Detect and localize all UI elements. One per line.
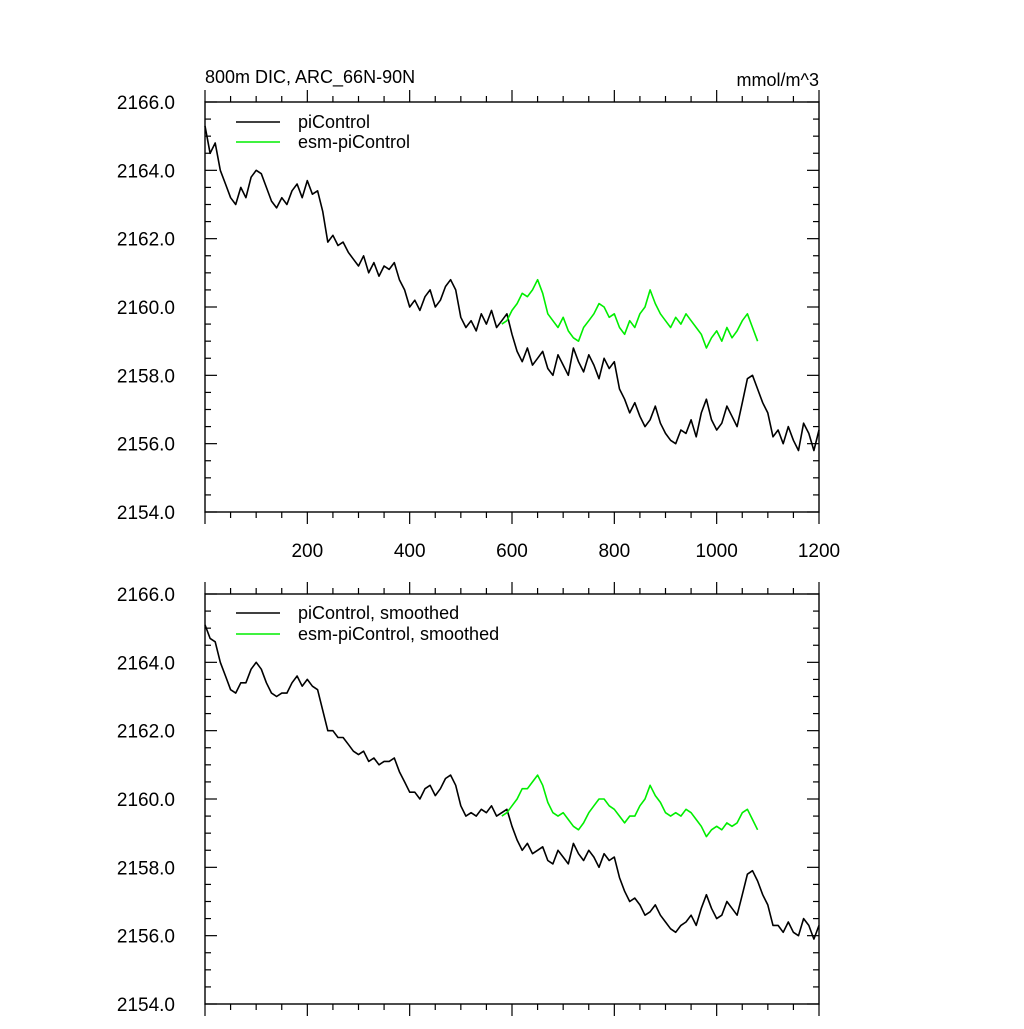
legend-label-esm-picontrol: esm-piControl <box>298 132 410 152</box>
y-tick-label: 2158.0 <box>117 858 175 879</box>
bottom-series-layer <box>204 624 820 940</box>
y-tick-label: 2154.0 <box>117 503 175 524</box>
y-tick-label: 2156.0 <box>117 435 175 456</box>
x-tick-label: 600 <box>496 541 528 562</box>
top-legend: piControl esm-piControl <box>236 112 410 152</box>
y-tick-label: 2158.0 <box>117 366 175 387</box>
x-tick-label: 800 <box>598 541 630 562</box>
legend-label-esm-picontrol-smoothed: esm-piControl, smoothed <box>298 624 499 644</box>
units-label: mmol/m^3 <box>737 70 819 90</box>
y-tick-label: 2164.0 <box>117 161 175 182</box>
x-tick-label: 200 <box>291 541 323 562</box>
bottom-legend: piControl, smoothed esm-piControl, smoot… <box>236 603 499 644</box>
bottom-axis-ticks: 2154.0 2156.0 2158.0 2160.0 2162.0 2164.0 2166… <box>117 582 820 1016</box>
series-line-picontrol-smoothed <box>204 624 820 940</box>
x-tick-label: 400 <box>394 541 426 562</box>
y-tick-label: 2154.0 <box>117 995 175 1016</box>
chart-title: 800m DIC, ARC_66N-90N <box>205 67 415 88</box>
bottom-panel: 2154.0 2156.0 2158.0 2160.0 2162.0 2164.0 2166… <box>117 582 820 1016</box>
top-series-layer <box>204 125 820 452</box>
y-tick-label: 2162.0 <box>117 722 175 743</box>
legend-label-picontrol-smoothed: piControl, smoothed <box>298 603 459 623</box>
bottom-plot-frame <box>204 593 820 1005</box>
top-panel: 800m DIC, ARC_66N-90N mmol/m^3 2154.0215… <box>117 67 840 562</box>
top-plot-frame <box>204 101 820 513</box>
y-tick-label: 2160.0 <box>117 790 175 811</box>
series-line-esm-picontrol-smoothed <box>501 774 759 838</box>
y-tick-label: 2160.0 <box>117 298 175 319</box>
series-line-picontrol <box>204 125 820 452</box>
y-tick-label: 2166.0 <box>117 585 175 606</box>
x-tick-label: 1200 <box>798 541 840 562</box>
series-line-esm-picontrol <box>501 278 759 349</box>
y-tick-label: 2166.0 <box>117 93 175 114</box>
y-tick-label: 2162.0 <box>117 230 175 251</box>
y-tick-label: 2156.0 <box>117 927 175 948</box>
legend-label-picontrol: piControl <box>298 112 370 132</box>
x-tick-label: 1000 <box>696 541 738 562</box>
y-tick-label: 2164.0 <box>117 653 175 674</box>
top-axis-ticks: 2154.0 2156.0 2158.0 2160.0 2162.0 2164.0 2166… <box>117 90 840 562</box>
